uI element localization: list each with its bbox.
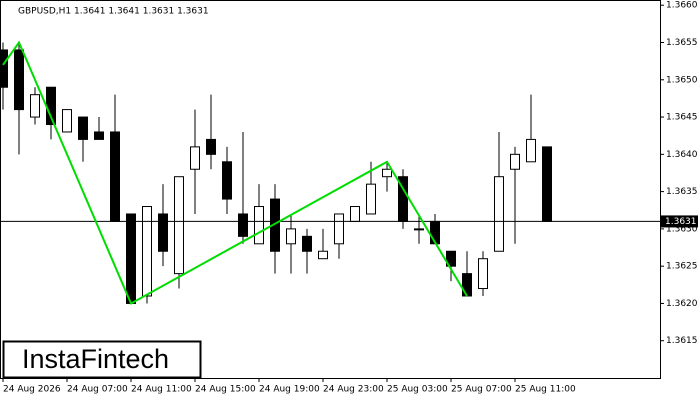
- candle-body: [78, 116, 88, 140]
- candle-body: [238, 213, 248, 237]
- candle-body: [478, 258, 488, 290]
- candle-body: [318, 250, 328, 260]
- candle-body: [14, 49, 24, 111]
- y-tick-label: 1.3645: [666, 113, 698, 123]
- candle-body: [126, 213, 136, 304]
- x-tick-label: 25 Aug 07:00: [451, 385, 512, 395]
- candle-body: [0, 49, 8, 88]
- current-price-label: 1.3631: [665, 217, 697, 227]
- logo: InstaFintech: [22, 344, 169, 374]
- candle-body: [350, 206, 360, 222]
- candle-body: [302, 235, 312, 252]
- candle-body: [174, 176, 184, 275]
- y-tick-label: 1.3630: [666, 224, 698, 234]
- x-tick-label: 24 Aug 11:00: [131, 385, 192, 395]
- candle-body: [206, 138, 216, 155]
- plot-frame: [0, 0, 661, 379]
- candle-body: [158, 213, 168, 252]
- candle-body: [526, 138, 536, 163]
- candle-body: [30, 94, 40, 118]
- logo-box: [2, 340, 202, 379]
- y-tick-label: 1.3655: [666, 38, 698, 48]
- pattern-line: [2, 40, 468, 305]
- y-tick-label: 1.3615: [666, 336, 698, 346]
- candle-body: [190, 146, 200, 170]
- candle-body: [94, 131, 104, 140]
- y-tick-label: 1.3650: [666, 75, 698, 85]
- candle-body: [494, 176, 504, 252]
- candle-body: [62, 109, 72, 133]
- x-tick-label: 24 Aug 2026: [3, 385, 61, 395]
- current-price-box: [661, 215, 698, 228]
- y-tick-label: 1.3660: [666, 1, 698, 11]
- y-tick-label: 1.3635: [666, 187, 698, 197]
- x-tick-label: 25 Aug 11:00: [515, 385, 576, 395]
- candle-body: [414, 228, 424, 231]
- candle-body: [286, 228, 296, 245]
- y-tick-label: 1.3625: [666, 262, 698, 272]
- y-tick-label: 1.3640: [666, 150, 698, 160]
- candle-body: [142, 206, 152, 297]
- candle-body: [334, 213, 344, 245]
- candle-body: [366, 183, 376, 215]
- x-tick-label: 24 Aug 15:00: [195, 385, 256, 395]
- x-tick-label: 24 Aug 07:00: [67, 385, 128, 395]
- candle-body: [542, 146, 552, 222]
- candle-body: [254, 206, 264, 245]
- candle-body: [382, 168, 392, 178]
- x-tick-label: 24 Aug 19:00: [259, 385, 320, 395]
- x-tick-label: 24 Aug 23:00: [323, 385, 384, 395]
- y-tick-label: 1.3620: [666, 299, 698, 309]
- candle-body: [222, 161, 232, 200]
- chart-title: GBPUSD,H1 1.3641 1.3641 1.3631 1.3631: [18, 7, 209, 17]
- candle-body: [446, 250, 456, 267]
- candle-body: [510, 153, 520, 170]
- candle-body: [110, 131, 120, 222]
- x-tick-label: 25 Aug 03:00: [387, 385, 448, 395]
